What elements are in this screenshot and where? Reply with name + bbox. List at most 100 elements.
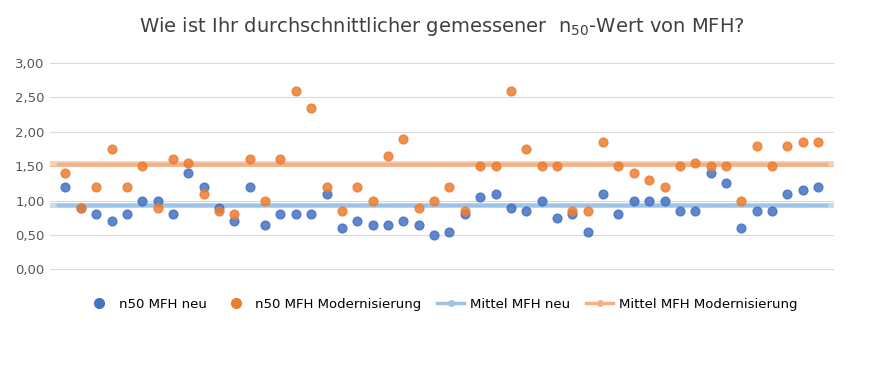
Point: [473, 163, 487, 169]
Point: [535, 163, 548, 169]
Point: [335, 208, 349, 214]
Point: [135, 163, 149, 169]
Point: [550, 163, 564, 169]
Point: [565, 208, 579, 214]
Point: [442, 184, 456, 190]
Point: [611, 211, 625, 218]
Point: [550, 215, 564, 221]
Point: [274, 211, 288, 218]
Point: [166, 211, 180, 218]
Point: [657, 184, 671, 190]
Point: [488, 163, 502, 169]
Point: [581, 208, 595, 214]
Point: [657, 198, 671, 204]
Point: [504, 204, 518, 211]
Point: [381, 222, 395, 228]
Point: [320, 191, 334, 197]
Point: [581, 229, 595, 235]
Point: [151, 198, 165, 204]
Point: [780, 191, 794, 197]
Point: [796, 139, 810, 145]
Point: [119, 211, 133, 218]
Point: [442, 229, 456, 235]
Point: [258, 222, 272, 228]
Point: [734, 225, 748, 231]
Point: [181, 170, 195, 176]
Point: [673, 208, 687, 214]
Point: [520, 208, 534, 214]
Point: [289, 87, 303, 94]
Point: [89, 184, 103, 190]
Point: [74, 204, 88, 211]
Point: [274, 156, 288, 162]
Point: [520, 146, 534, 152]
Point: [704, 163, 718, 169]
Point: [289, 211, 303, 218]
Point: [228, 211, 242, 218]
Point: [734, 198, 748, 204]
Point: [504, 87, 518, 94]
Point: [673, 163, 687, 169]
Point: [750, 142, 764, 149]
Point: [89, 211, 103, 218]
Point: [765, 208, 779, 214]
Point: [365, 222, 379, 228]
Point: [105, 146, 119, 152]
Point: [627, 198, 641, 204]
Point: [135, 198, 149, 204]
Point: [427, 232, 441, 238]
Point: [811, 184, 825, 190]
Point: [780, 142, 794, 149]
Point: [58, 184, 72, 190]
Point: [242, 184, 256, 190]
Point: [765, 163, 779, 169]
Point: [351, 184, 364, 190]
Point: [242, 156, 256, 162]
Point: [228, 218, 242, 224]
Point: [427, 198, 441, 204]
Point: [811, 139, 825, 145]
Point: [212, 204, 226, 211]
Point: [258, 198, 272, 204]
Point: [381, 153, 395, 159]
Point: [197, 184, 211, 190]
Point: [105, 218, 119, 224]
Point: [74, 204, 88, 211]
Point: [458, 211, 472, 218]
Point: [596, 139, 610, 145]
Point: [412, 204, 426, 211]
Point: [335, 225, 349, 231]
Legend: n50 MFH neu, n50 MFH Modernisierung, Mittel MFH neu, Mittel MFH Modernisierung: n50 MFH neu, n50 MFH Modernisierung, Mit…: [80, 293, 803, 316]
Point: [688, 208, 702, 214]
Point: [704, 170, 718, 176]
Point: [611, 163, 625, 169]
Point: [473, 194, 487, 200]
Point: [151, 204, 165, 211]
Point: [750, 208, 764, 214]
Point: [488, 191, 502, 197]
Point: [397, 136, 411, 142]
Point: [58, 170, 72, 176]
Point: [412, 222, 426, 228]
Title: Wie ist Ihr durchschnittlicher gemessener  n$_{50}$-Wert von MFH?: Wie ist Ihr durchschnittlicher gemessene…: [139, 15, 745, 38]
Point: [181, 160, 195, 166]
Point: [688, 160, 702, 166]
Point: [796, 187, 810, 193]
Point: [642, 198, 656, 204]
Point: [719, 181, 733, 187]
Point: [197, 191, 211, 197]
Point: [119, 184, 133, 190]
Point: [565, 211, 579, 218]
Point: [304, 211, 318, 218]
Point: [535, 198, 548, 204]
Point: [719, 163, 733, 169]
Point: [166, 156, 180, 162]
Point: [351, 218, 364, 224]
Point: [365, 198, 379, 204]
Point: [397, 218, 411, 224]
Point: [304, 105, 318, 111]
Point: [642, 177, 656, 183]
Point: [320, 184, 334, 190]
Point: [212, 208, 226, 214]
Point: [596, 191, 610, 197]
